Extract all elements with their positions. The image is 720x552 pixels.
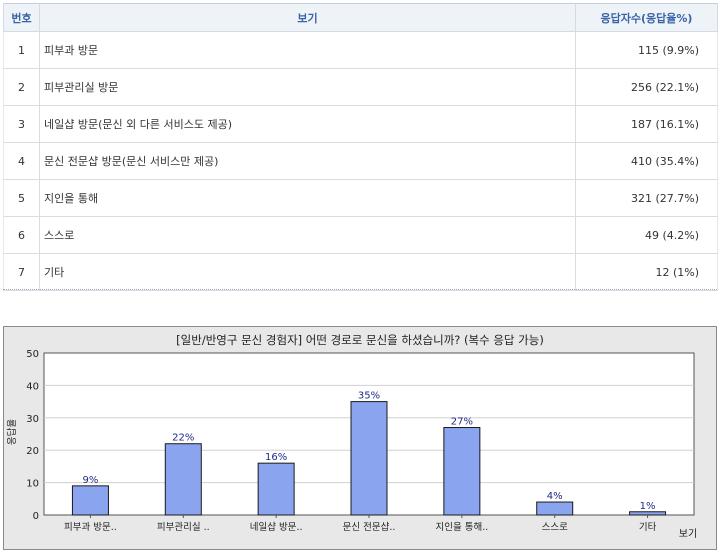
data-label: 9% [82, 475, 98, 486]
row-option: 피부관리실 방문 [39, 68, 576, 106]
row-number: 2 [3, 68, 40, 106]
row-number: 3 [3, 105, 40, 143]
row-number: 1 [3, 31, 40, 69]
y-tick-label: 50 [26, 349, 39, 360]
table-row: 7 기타 12 (1%) [3, 253, 718, 291]
row-number: 7 [3, 253, 40, 291]
x-tick-label: 문신 전문샵.. [343, 522, 396, 533]
chart-title: [일반/반영구 문신 경험자] 어떤 경로로 문신을 하셨습니까? (복수 응답… [176, 333, 544, 347]
chart-panel: [일반/반영구 문신 경험자] 어떤 경로로 문신을 하셨습니까? (복수 응답… [3, 326, 717, 550]
row-number: 5 [3, 179, 40, 217]
bar [164, 443, 202, 516]
x-tick-label: 네일샵 방문.. [250, 522, 303, 533]
row-option: 스스로 [39, 216, 576, 254]
x-tick-label: 피부과 방문.. [64, 522, 117, 533]
row-option: 기타 [39, 253, 576, 291]
data-label: 22% [172, 433, 194, 444]
row-option: 문신 전문샵 방문(문신 서비스만 제공) [39, 142, 576, 180]
table-row: 5 지인을 통해 321 (27.7%) [3, 179, 718, 217]
response-table: 번호 보기 응답자수(응답율%) 1 피부과 방문 115 (9.9%) 2 피… [3, 3, 718, 291]
row-number: 4 [3, 142, 40, 180]
header-count: 응답자수(응답율%) [575, 3, 718, 32]
y-tick-label: 40 [26, 381, 39, 392]
y-tick-label: 0 [33, 511, 39, 522]
bar [443, 427, 481, 516]
header-number: 번호 [3, 3, 40, 32]
bar [350, 401, 388, 516]
x-tick-label: 지인을 통해.. [435, 521, 488, 533]
row-option: 피부과 방문 [39, 31, 576, 69]
table-bottom-divider [3, 289, 717, 290]
header-option: 보기 [39, 3, 576, 32]
x-tick-label: 피부관리실 .. [157, 522, 210, 533]
table-row: 2 피부관리실 방문 256 (22.1%) [3, 68, 718, 106]
bar [536, 501, 574, 516]
table-row: 3 네일샵 방문(문신 외 다른 서비스도 제공) 187 (16.1%) [3, 105, 718, 143]
bar [71, 485, 109, 516]
row-option: 네일샵 방문(문신 외 다른 서비스도 제공) [39, 105, 576, 143]
bar [629, 511, 667, 516]
data-label: 1% [640, 501, 656, 512]
data-label: 4% [547, 491, 563, 502]
y-tick-label: 10 [26, 479, 39, 490]
row-count: 410 (35.4%) [575, 142, 718, 180]
row-number: 6 [3, 216, 40, 254]
row-option: 지인을 통해 [39, 179, 576, 217]
y-axis-label: 응답율 [6, 419, 18, 445]
bar [257, 462, 295, 516]
x-tick-label: 스스로 [542, 522, 568, 533]
row-count: 12 (1%) [575, 253, 718, 291]
x-axis-label: 보기 [679, 528, 697, 540]
table-row: 4 문신 전문샵 방문(문신 서비스만 제공) 410 (35.4%) [3, 142, 718, 180]
y-tick-label: 20 [26, 446, 39, 457]
x-tick-label: 기타 [639, 522, 657, 533]
row-count: 115 (9.9%) [575, 31, 718, 69]
y-axis-ticks: 0 10 20 30 40 50 [26, 349, 39, 522]
table-row: 1 피부과 방문 115 (9.9%) [3, 31, 718, 69]
row-count: 321 (27.7%) [575, 179, 718, 217]
bar-chart: [일반/반영구 문신 경험자] 어떤 경로로 문신을 하셨습니까? (복수 응답… [6, 333, 697, 540]
x-axis-ticks: 피부과 방문.. 피부관리실 .. 네일샵 방문.. 문신 전문샵.. 지인을 통해..… [64, 515, 657, 533]
data-label: 27% [451, 417, 473, 428]
table-row: 6 스스로 49 (4.2%) [3, 216, 718, 254]
row-count: 256 (22.1%) [575, 68, 718, 106]
y-tick-label: 30 [26, 414, 39, 425]
row-count: 187 (16.1%) [575, 105, 718, 143]
data-label: 16% [265, 452, 287, 463]
data-label: 35% [358, 391, 380, 402]
table-header-row: 번호 보기 응답자수(응답율%) [3, 3, 718, 32]
row-count: 49 (4.2%) [575, 216, 718, 254]
